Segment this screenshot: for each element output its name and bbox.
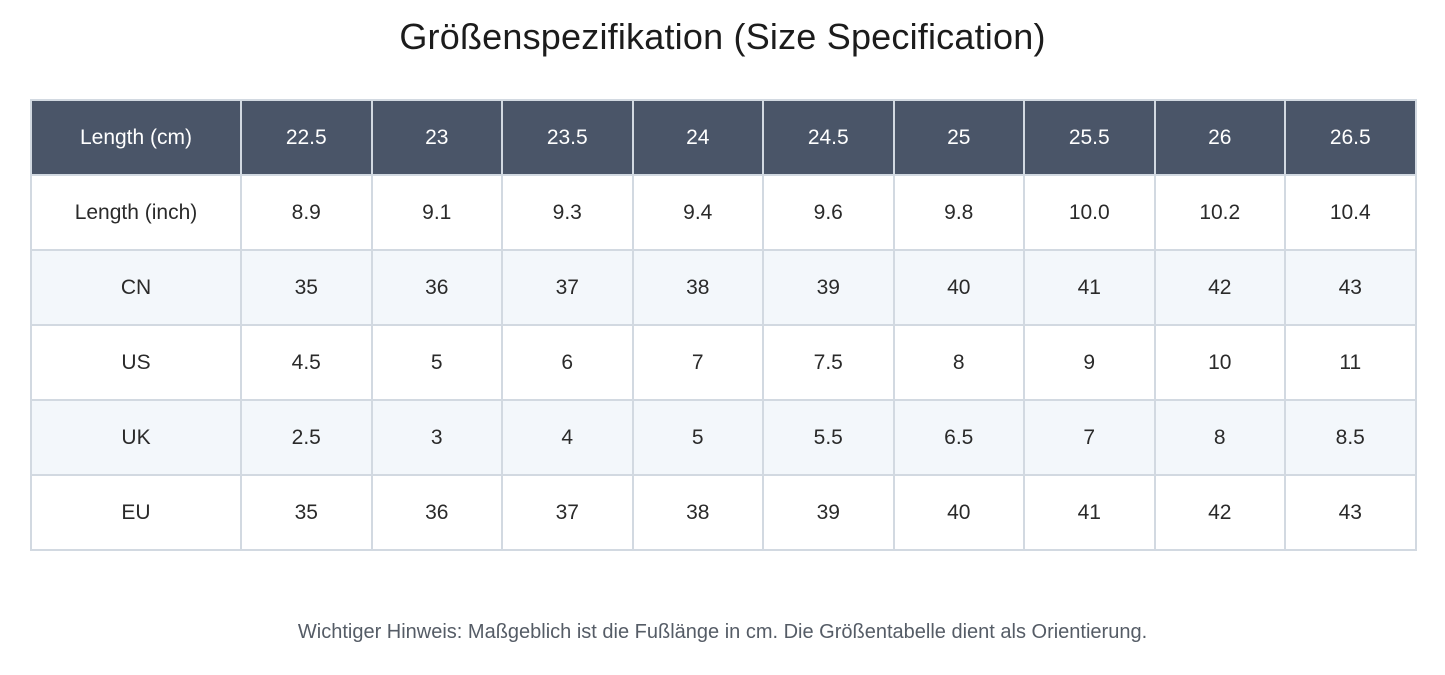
table-cell: 39 xyxy=(762,474,895,551)
header-label-cell: Length (cm) xyxy=(30,99,242,176)
table-cell: 8.9 xyxy=(240,174,373,251)
table-cell: 6 xyxy=(501,324,634,401)
table-cell: 6.5 xyxy=(892,399,1025,476)
table-cell: 42 xyxy=(1153,249,1286,326)
table-cell: 10.2 xyxy=(1153,174,1286,251)
header-cell: 22.5 xyxy=(240,99,373,176)
table-row-length-inch: Length (inch) 8.9 9.1 9.3 9.4 9.6 9.8 10… xyxy=(30,174,1417,251)
footnote-text: Wichtiger Hinweis: Maßgeblich ist die Fu… xyxy=(297,621,1148,643)
table-row-us: US 4.5 5 6 7 7.5 8 9 10 11 xyxy=(30,324,1417,401)
header-cell: 23 xyxy=(370,99,503,176)
table-row-uk: UK 2.5 3 4 5 5.5 6.5 7 8 8.5 xyxy=(30,399,1417,476)
table-cell: 39 xyxy=(762,249,895,326)
row-label-cell: CN xyxy=(30,249,242,326)
table-cell: 35 xyxy=(240,474,373,551)
table-cell: 10.0 xyxy=(1023,174,1156,251)
table-cell: 10.4 xyxy=(1284,174,1417,251)
header-cell: 23.5 xyxy=(501,99,634,176)
table-cell: 9.1 xyxy=(370,174,503,251)
table-cell: 38 xyxy=(631,249,764,326)
table-cell: 43 xyxy=(1284,474,1417,551)
row-label-cell: US xyxy=(30,324,242,401)
table-cell: 43 xyxy=(1284,249,1417,326)
row-label-cell: Length (inch) xyxy=(30,174,242,251)
table-cell: 2.5 xyxy=(240,399,373,476)
table-cell: 4.5 xyxy=(240,324,373,401)
table-cell: 42 xyxy=(1153,474,1286,551)
table-cell: 9.3 xyxy=(501,174,634,251)
table-cell: 35 xyxy=(240,249,373,326)
table-cell: 9.6 xyxy=(762,174,895,251)
header-cell: 25 xyxy=(892,99,1025,176)
table-cell: 36 xyxy=(370,474,503,551)
table-cell: 37 xyxy=(501,474,634,551)
table-cell: 11 xyxy=(1284,324,1417,401)
table-cell: 9.8 xyxy=(892,174,1025,251)
table-cell: 5 xyxy=(370,324,503,401)
header-cell: 25.5 xyxy=(1023,99,1156,176)
table-cell: 41 xyxy=(1023,249,1156,326)
table-cell: 3 xyxy=(370,399,503,476)
table-row-cn: CN 35 36 37 38 39 40 41 42 43 xyxy=(30,249,1417,326)
table-cell: 8 xyxy=(1153,399,1286,476)
table-cell: 5 xyxy=(631,399,764,476)
table-header-row: Length (cm) 22.5 23 23.5 24 24.5 25 25.5… xyxy=(30,99,1417,176)
header-cell: 26.5 xyxy=(1284,99,1417,176)
table-cell: 5.5 xyxy=(762,399,895,476)
header-cell: 26 xyxy=(1153,99,1286,176)
row-label-cell: EU xyxy=(30,474,242,551)
table-cell: 41 xyxy=(1023,474,1156,551)
table-cell: 37 xyxy=(501,249,634,326)
table-cell: 7 xyxy=(631,324,764,401)
page-title: Größenspezifikation (Size Specification) xyxy=(399,16,1046,57)
header-cell: 24.5 xyxy=(762,99,895,176)
size-chart-table: Length (cm) 22.5 23 23.5 24 24.5 25 25.5… xyxy=(30,99,1417,551)
table-cell: 38 xyxy=(631,474,764,551)
table-cell: 10 xyxy=(1153,324,1286,401)
table-cell: 8 xyxy=(892,324,1025,401)
table-cell: 36 xyxy=(370,249,503,326)
table-cell: 7 xyxy=(1023,399,1156,476)
table-cell: 40 xyxy=(892,474,1025,551)
table-cell: 40 xyxy=(892,249,1025,326)
table-cell: 9.4 xyxy=(631,174,764,251)
header-cell: 24 xyxy=(631,99,764,176)
row-label-cell: UK xyxy=(30,399,242,476)
table-cell: 8.5 xyxy=(1284,399,1417,476)
table-cell: 4 xyxy=(501,399,634,476)
table-cell: 7.5 xyxy=(762,324,895,401)
table-row-eu: EU 35 36 37 38 39 40 41 42 43 xyxy=(30,474,1417,551)
table-cell: 9 xyxy=(1023,324,1156,401)
